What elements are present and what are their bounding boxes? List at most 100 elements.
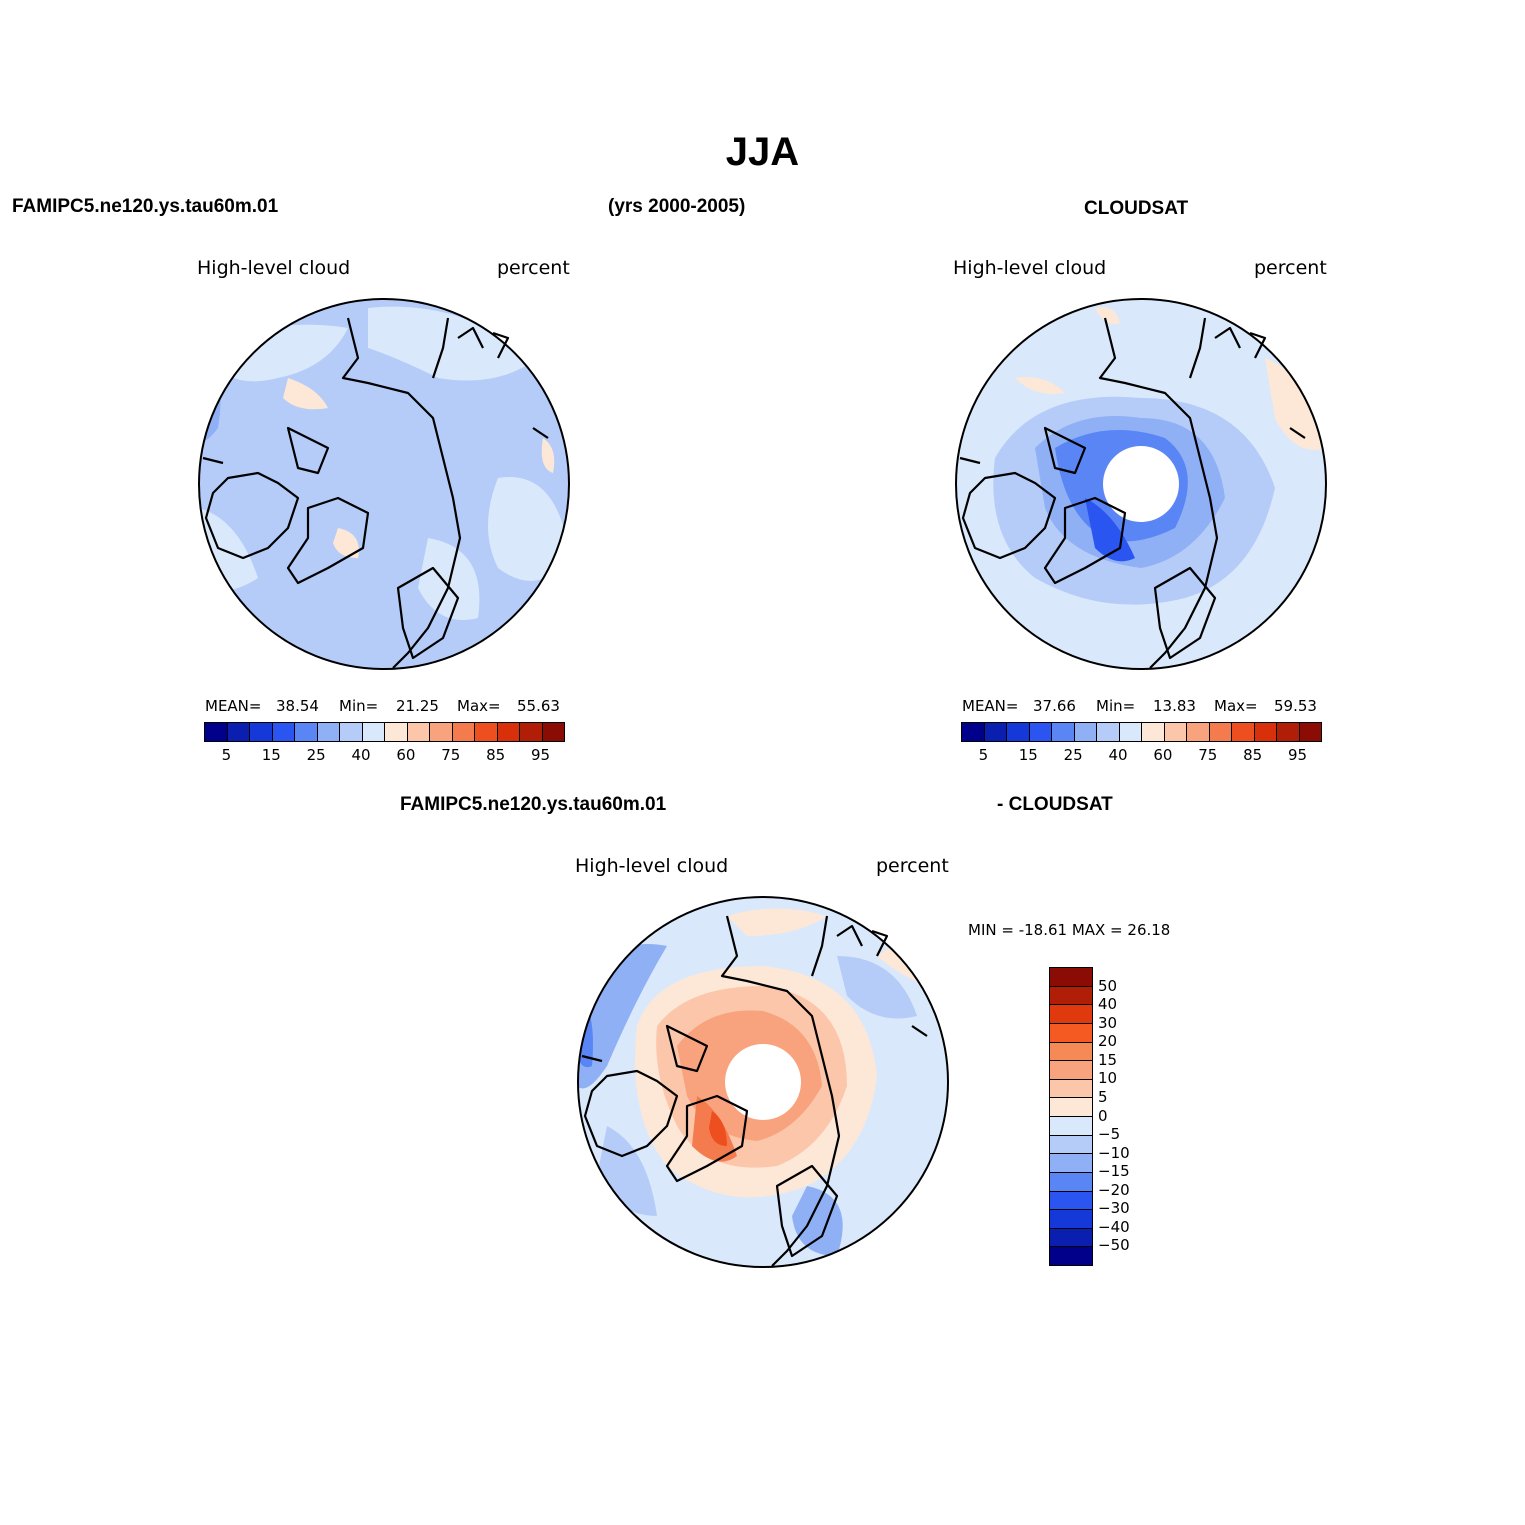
obs-name-top: CLOUDSAT xyxy=(1084,198,1189,219)
colorbar-swatch xyxy=(1142,723,1165,741)
colorbar-swatch xyxy=(272,723,295,741)
colorbar-swatch xyxy=(1007,723,1030,741)
panel1-polar-map xyxy=(198,298,570,670)
colorbar-tick-label: 5 xyxy=(978,746,989,764)
colorbar-tick-label: −15 xyxy=(1098,1162,1130,1181)
colorbar-swatch xyxy=(227,723,250,741)
colorbar-tick-label: 95 xyxy=(531,746,551,764)
colorbar-tick-label: 85 xyxy=(486,746,506,764)
colorbar-tick-label: −50 xyxy=(1098,1236,1130,1255)
panel2-mean-label: MEAN= xyxy=(962,697,1019,715)
colorbar-tick-label: 95 xyxy=(1288,746,1308,764)
colorbar-swatch xyxy=(1050,1228,1092,1248)
panel1-units: percent xyxy=(497,257,570,279)
colorbar-swatch xyxy=(452,723,475,741)
colorbar-swatch xyxy=(1050,1247,1092,1265)
colorbar-swatch xyxy=(1187,723,1210,741)
colorbar-tick-label: −20 xyxy=(1098,1180,1130,1199)
colorbar-swatch xyxy=(1299,723,1321,741)
colorbar-swatch xyxy=(1050,1154,1092,1173)
colorbar-swatch xyxy=(1277,723,1300,741)
colorbar-swatch xyxy=(295,723,318,741)
colorbar-swatch xyxy=(1050,1210,1092,1229)
panel3-minmax: MIN = -18.61 MAX = 26.18 xyxy=(968,921,1171,939)
panel1-max-label: Max= xyxy=(457,697,501,715)
colorbar-swatch xyxy=(520,723,543,741)
colorbar-tick-label: 30 xyxy=(1098,1013,1118,1032)
panel1-colorbar xyxy=(204,722,565,742)
colorbar-tick-label: −5 xyxy=(1098,1125,1121,1144)
panel2-mean-value: 37.66 xyxy=(1033,697,1076,715)
panel2-min-value: 13.83 xyxy=(1153,697,1196,715)
colorbar-swatch xyxy=(1050,1191,1092,1211)
colorbar-swatch xyxy=(1050,1061,1092,1080)
colorbar-swatch xyxy=(962,723,985,741)
colorbar-swatch xyxy=(542,723,564,741)
colorbar-swatch xyxy=(317,723,340,741)
colorbar-swatch xyxy=(1209,723,1232,741)
panel2-min-label: Min= xyxy=(1096,697,1136,715)
colorbar-swatch xyxy=(1050,1172,1092,1192)
colorbar-swatch xyxy=(475,723,498,741)
model-name-bottom: FAMIPC5.ne120.ys.tau60m.01 xyxy=(400,794,667,815)
colorbar-swatch xyxy=(1052,723,1075,741)
panel2-polar-map xyxy=(955,298,1327,670)
colorbar-tick-label: 50 xyxy=(1098,976,1118,995)
colorbar-tick-label: 25 xyxy=(306,746,326,764)
colorbar-tick-label: 85 xyxy=(1243,746,1263,764)
colorbar-swatch xyxy=(1164,723,1187,741)
colorbar-tick-label: −30 xyxy=(1098,1199,1130,1218)
panel2-colorbar xyxy=(961,722,1322,742)
colorbar-swatch xyxy=(1050,986,1092,1006)
colorbar-tick-label: 40 xyxy=(1098,995,1118,1014)
colorbar-tick-label: 20 xyxy=(1098,1032,1118,1051)
colorbar-tick-label: 15 xyxy=(261,746,281,764)
colorbar-swatch xyxy=(1050,1098,1092,1117)
colorbar-tick-label: 60 xyxy=(1153,746,1173,764)
panel2-max-value: 59.53 xyxy=(1274,697,1317,715)
colorbar-swatch xyxy=(430,723,453,741)
figure-title: JJA xyxy=(725,130,800,174)
colorbar-swatch xyxy=(407,723,430,741)
colorbar-tick-label: 40 xyxy=(1108,746,1128,764)
colorbar-swatch xyxy=(340,723,363,741)
colorbar-tick-label: 5 xyxy=(221,746,232,764)
colorbar-tick-label: 25 xyxy=(1063,746,1083,764)
colorbar-tick-label: 75 xyxy=(1198,746,1218,764)
colorbar-tick-label: 0 xyxy=(1098,1106,1108,1125)
panel1-variable: High-level cloud xyxy=(197,257,351,279)
colorbar-swatch xyxy=(250,723,273,741)
panel2-max-label: Max= xyxy=(1214,697,1258,715)
colorbar-tick-label: 5 xyxy=(1098,1087,1108,1106)
colorbar-swatch xyxy=(1050,1005,1092,1024)
colorbar-swatch xyxy=(1050,1042,1092,1062)
colorbar-swatch xyxy=(1050,1079,1092,1099)
colorbar-swatch xyxy=(1097,723,1120,741)
colorbar-swatch xyxy=(1029,723,1052,741)
colorbar-tick-label: −40 xyxy=(1098,1217,1130,1236)
panel2-variable: High-level cloud xyxy=(953,257,1107,279)
panel3-variable: High-level cloud xyxy=(575,855,729,877)
colorbar-swatch xyxy=(497,723,520,741)
colorbar-swatch xyxy=(1050,1135,1092,1155)
panel3-difference-map xyxy=(577,896,949,1268)
colorbar-tick-label: 10 xyxy=(1098,1069,1118,1088)
panel1-mean-value: 38.54 xyxy=(276,697,319,715)
panel2-units: percent xyxy=(1254,257,1327,279)
colorbar-swatch xyxy=(1050,1117,1092,1136)
colorbar-swatch xyxy=(205,723,228,741)
colorbar-swatch xyxy=(1232,723,1255,741)
colorbar-tick-label: 40 xyxy=(351,746,371,764)
colorbar-swatch xyxy=(1050,1023,1092,1043)
colorbar-tick-label: 15 xyxy=(1098,1050,1118,1069)
panel1-max-value: 55.63 xyxy=(517,697,560,715)
panel1-min-value: 21.25 xyxy=(396,697,439,715)
colorbar-swatch xyxy=(1074,723,1097,741)
colorbar-swatch xyxy=(362,723,385,741)
panel3-colorbar xyxy=(1049,967,1093,1266)
years-label: (yrs 2000-2005) xyxy=(608,196,746,217)
colorbar-swatch xyxy=(1119,723,1142,741)
colorbar-swatch xyxy=(385,723,408,741)
diff-obs-name: - CLOUDSAT xyxy=(997,794,1113,815)
colorbar-swatch xyxy=(1254,723,1277,741)
